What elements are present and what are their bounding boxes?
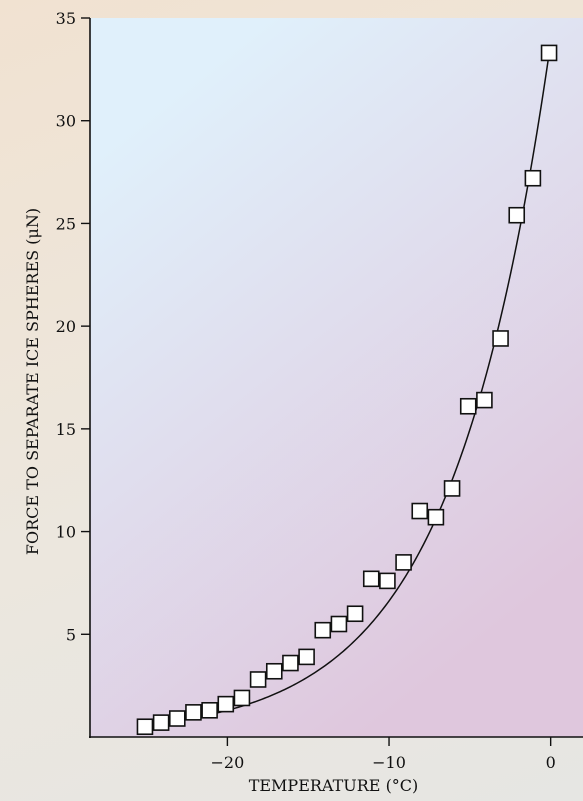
data-point <box>152 714 170 731</box>
data-point <box>136 718 154 736</box>
data-point <box>298 648 315 666</box>
data-point <box>492 330 509 347</box>
x-axis-title: TEMPERATURE (°C) <box>249 776 419 795</box>
y-tick-label: 35 <box>56 9 76 28</box>
data-point <box>459 397 477 415</box>
data-point <box>443 480 461 497</box>
y-tick-label: 30 <box>56 112 76 131</box>
data-point <box>524 169 542 187</box>
data-point <box>201 701 218 719</box>
y-tick-label: 5 <box>66 625 76 644</box>
data-point <box>427 508 445 526</box>
y-axis-title: FORCE TO SEPARATE ICE SPHERES (μN) <box>23 208 42 555</box>
y-tick-label: 10 <box>56 523 76 542</box>
y-tick-label: 25 <box>56 214 76 233</box>
data-point <box>314 621 332 639</box>
data-point <box>217 695 235 713</box>
data-point <box>249 671 267 688</box>
data-point <box>265 662 283 680</box>
data-point <box>508 206 526 224</box>
x-tick-label: 0 <box>546 753 556 772</box>
x-tick-label: −10 <box>372 753 406 772</box>
data-point <box>346 605 364 623</box>
data-point <box>185 704 202 721</box>
data-point <box>395 554 412 571</box>
data-point <box>282 654 299 672</box>
data-point <box>379 572 396 590</box>
data-point <box>168 710 186 727</box>
data-point <box>476 391 493 409</box>
data-point <box>540 44 558 62</box>
data-point <box>362 570 380 588</box>
y-tick-label: 15 <box>56 420 76 439</box>
data-point <box>411 502 429 520</box>
data-point <box>330 615 348 633</box>
y-tick-label: 20 <box>56 317 76 336</box>
data-point <box>233 689 251 707</box>
x-tick-label: −20 <box>211 753 245 772</box>
